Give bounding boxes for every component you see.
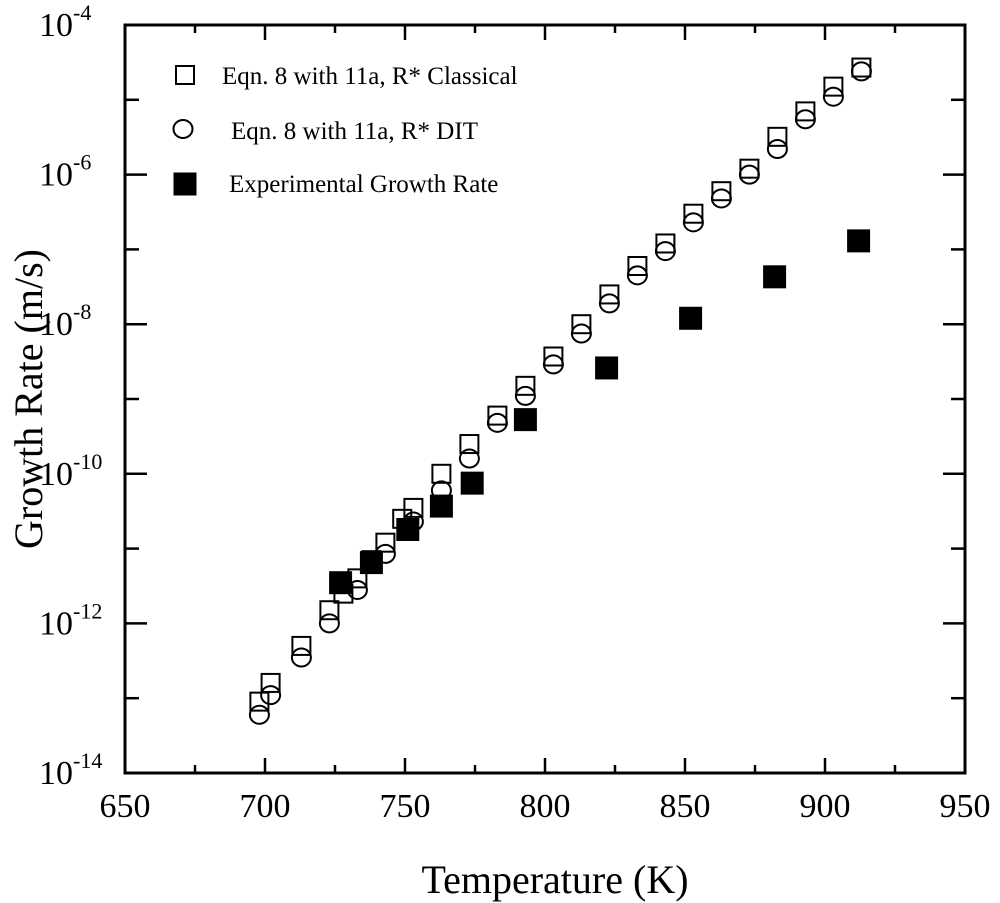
- classical-point: [459, 434, 480, 455]
- classical-point: [711, 181, 732, 202]
- classical-point: [655, 233, 676, 254]
- legend-marker-classical-point: [175, 65, 195, 85]
- dit-point: [486, 412, 508, 433]
- legend-marker-experimental-point: [173, 172, 197, 196]
- x-tick-label: 900: [800, 788, 851, 825]
- dit-point: [654, 241, 676, 262]
- y-tick-label: 10-6: [39, 150, 91, 194]
- classical-point: [823, 76, 844, 97]
- classical-point: [795, 101, 816, 122]
- x-axis-title: Temperature (K): [421, 857, 688, 902]
- classical-point: [375, 532, 396, 553]
- x-tick-label: 700: [240, 788, 291, 825]
- legend-label: Eqn. 8 with 11a, R* Classical: [222, 63, 518, 90]
- y-tick-label: 10-8: [39, 299, 91, 343]
- y-tick-label: 10-14: [39, 748, 102, 792]
- classical-point: [431, 463, 452, 484]
- dit-point: [710, 188, 732, 209]
- dit-point: [458, 448, 480, 469]
- dit-point: [794, 109, 816, 130]
- dit-point: [318, 613, 340, 634]
- dit-point: [738, 164, 760, 185]
- experimental-point: [396, 518, 420, 542]
- experimental-point: [429, 494, 453, 518]
- experimental-point: [595, 356, 619, 380]
- classical-point: [767, 126, 788, 147]
- dit-point: [822, 86, 844, 107]
- x-tick-label: 650: [100, 788, 151, 825]
- experimental-point: [460, 471, 484, 495]
- dit-point: [850, 61, 872, 82]
- dit-point: [766, 138, 788, 159]
- y-axis-title: Growth Rate (m/s): [6, 249, 51, 549]
- classical-point: [515, 375, 536, 396]
- x-tick-labels: 650 700 750 800 850 900 950: [100, 788, 991, 825]
- dit-point: [542, 354, 564, 375]
- dit-point: [290, 647, 312, 668]
- legend-label: Experimental Growth Rate: [229, 171, 498, 198]
- classical-point: [403, 497, 424, 518]
- classical-point: [249, 691, 270, 712]
- data-markers: [248, 57, 872, 725]
- y-tick-label: 10-12: [39, 598, 102, 642]
- y-tick-label: 10-10: [39, 449, 102, 493]
- classical-point: [739, 158, 760, 179]
- legend-marker-dit-point: [172, 119, 194, 139]
- axis-ticks: [123, 23, 967, 775]
- classical-point: [627, 255, 648, 276]
- x-tick-label: 950: [940, 788, 991, 825]
- experimental-point: [359, 551, 383, 575]
- classical-point: [319, 600, 340, 621]
- x-tick-label: 750: [380, 788, 431, 825]
- experimental-point: [847, 229, 871, 253]
- y-tick-labels: 10-14 10-12 10-10 10-8 10-6 10-4: [39, 0, 102, 792]
- classical-point: [599, 284, 620, 305]
- classical-point: [260, 672, 281, 693]
- legend-label: Eqn. 8 with 11a, R* DIT: [231, 118, 478, 145]
- dit-point: [514, 385, 536, 406]
- classical-point: [487, 405, 508, 426]
- experimental-point: [679, 306, 703, 330]
- experimental-point: [763, 265, 787, 289]
- classical-point: [683, 203, 704, 224]
- classical-point: [851, 57, 872, 78]
- dit-point: [260, 685, 282, 706]
- legend: Eqn. 8 with 11a, R* Classical Eqn. 8 with…: [172, 63, 518, 198]
- dit-point: [248, 704, 270, 725]
- experimental-point: [329, 571, 353, 595]
- x-tick-label: 800: [520, 788, 571, 825]
- experimental-point: [513, 408, 537, 432]
- classical-point: [543, 346, 564, 367]
- y-tick-label: 10-4: [39, 0, 91, 44]
- classical-point: [571, 314, 592, 335]
- x-tick-label: 850: [660, 788, 711, 825]
- classical-point: [291, 635, 312, 656]
